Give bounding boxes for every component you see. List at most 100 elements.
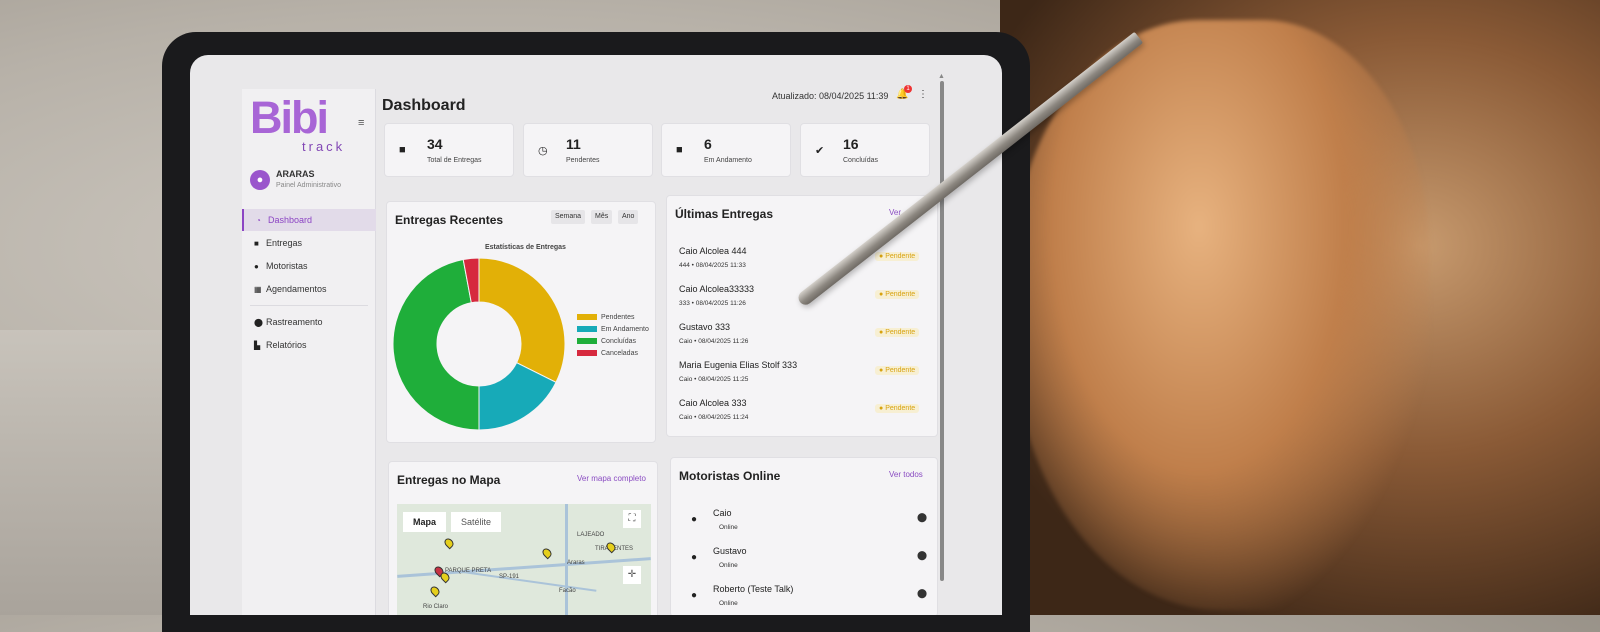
user-circle-icon: ●: [691, 590, 698, 601]
location-pin-icon[interactable]: ⬤: [917, 550, 928, 560]
period-week-button[interactable]: Semana: [551, 210, 586, 224]
legend-label: Concluídas: [601, 338, 637, 345]
scrollbar[interactable]: [940, 81, 944, 581]
driver-name: Caio: [713, 508, 732, 518]
sidebar-item-label: Entregas: [266, 238, 303, 248]
view-full-map-link[interactable]: Ver mapa completo: [577, 474, 646, 483]
scroll-up-icon[interactable]: ▲: [938, 73, 945, 80]
card-title: Entregas no Mapa: [397, 473, 501, 487]
map-label: Rio Claro: [423, 604, 449, 610]
donut-chart: [393, 257, 566, 431]
location-pin-icon[interactable]: ⬤: [917, 512, 928, 522]
driver-status: Online: [719, 600, 738, 607]
legend-label: Pendentes: [601, 314, 635, 321]
page-title: Dashboard: [382, 97, 466, 114]
location-pin-icon[interactable]: ⬤: [917, 588, 928, 598]
logo-subtitle: track: [302, 139, 346, 154]
map-label: SP-191: [499, 574, 520, 580]
hand: [1010, 20, 1430, 610]
status-badge: ● Pendente: [875, 328, 920, 337]
updated-timestamp: Atualizado: 08/04/2025 11:39: [772, 91, 889, 101]
delivery-name: Caio Alcolea33333: [679, 284, 755, 294]
screen: Bibi track ≡ ● ARARAS Painel Administrat…: [190, 55, 1002, 615]
card-title: Entregas Recentes: [395, 213, 504, 227]
period-month-button[interactable]: Mês: [591, 210, 613, 224]
profile-name: ARARAS: [276, 169, 315, 179]
status-text: Pendente: [885, 367, 916, 374]
driver-name: Gustavo: [713, 546, 747, 556]
stat-value: 34: [427, 136, 443, 152]
clock-icon: ◷: [538, 145, 548, 157]
map-label: LAJEADO: [577, 532, 605, 538]
stat-value: 6: [704, 136, 712, 152]
profile-block: ● ARARAS Painel Administrativo: [250, 167, 372, 201]
map-pin[interactable]: [540, 546, 554, 560]
card-title: Últimas Entregas: [675, 207, 774, 221]
app-logo[interactable]: Bibi track: [250, 92, 360, 155]
fullscreen-icon[interactable]: ⛶: [623, 510, 641, 528]
delivery-meta: Caio • 08/04/2025 11:25: [679, 376, 749, 383]
notification-badge: 1: [904, 85, 912, 93]
sidebar-item-dashboard[interactable]: ◔ Dashboard: [242, 209, 376, 231]
view-all-link[interactable]: Ver: [889, 208, 902, 217]
menu-icon[interactable]: ≡: [358, 117, 365, 129]
map-road: [565, 504, 568, 615]
legend-swatch: [577, 350, 597, 357]
more-icon[interactable]: ⋮: [918, 89, 928, 100]
chart-icon: ▙: [254, 341, 261, 350]
delivery-row[interactable]: Caio Alcolea33333 333 • 08/04/2025 11:26…: [679, 282, 929, 318]
map-pin[interactable]: [442, 536, 456, 550]
sidebar: Bibi track ≡ ● ARARAS Painel Administrat…: [242, 89, 376, 615]
donut-slice-canceladas[interactable]: [462, 257, 480, 304]
stat-card-total: ■ 34 Total de Entregas: [384, 123, 514, 177]
map-tab-satellite[interactable]: Satélite: [451, 512, 502, 532]
delivery-row[interactable]: Caio Alcolea 444 444 • 08/04/2025 11:33 …: [679, 244, 929, 280]
card-title: Motoristas Online: [679, 469, 781, 483]
map-pin[interactable]: [428, 584, 442, 598]
stat-value: 16: [843, 136, 859, 152]
delivery-name: Maria Eugenia Elias Stolf 333: [679, 360, 798, 370]
stat-label: Total de Entregas: [427, 157, 482, 164]
legend-item: Canceladas: [577, 348, 649, 360]
delivery-row[interactable]: Maria Eugenia Elias Stolf 333 Caio • 08/…: [679, 358, 929, 394]
sidebar-item-label: Relatórios: [266, 340, 307, 350]
donut-slice-pendentes[interactable]: [478, 257, 566, 384]
sidebar-item-rastreamento[interactable]: ⬤ Rastreamento: [242, 311, 376, 333]
map-label: Facão: [559, 588, 576, 594]
status-badge: ● Pendente: [875, 404, 920, 413]
sidebar-item-motoristas[interactable]: ● Motoristas: [242, 255, 376, 277]
driver-row[interactable]: ● Caio Online ⬤: [691, 508, 937, 544]
driver-row[interactable]: ● Roberto (Teste Talk) Online ⬤: [691, 584, 937, 615]
bell-icon[interactable]: 🔔: [896, 89, 909, 100]
driver-row[interactable]: ● Gustavo Online ⬤: [691, 546, 937, 582]
delivery-meta: 444 • 08/04/2025 11:33: [679, 262, 746, 269]
logo-wordmark: Bibi: [250, 92, 329, 143]
stat-label: Pendentes: [566, 157, 600, 164]
locate-icon[interactable]: ✛: [623, 566, 641, 584]
delivery-row[interactable]: Caio Alcolea 333 Caio • 08/04/2025 11:24…: [679, 396, 929, 432]
status-text: Pendente: [885, 329, 916, 336]
legend-label: Canceladas: [601, 350, 638, 357]
calendar-icon: ▦: [254, 285, 262, 294]
sidebar-item-label: Rastreamento: [266, 317, 323, 327]
sidebar-item-label: Motoristas: [266, 261, 308, 271]
map-label: PARQUE PRETA: [445, 568, 492, 574]
status-text: Pendente: [885, 405, 916, 412]
sidebar-item-entregas[interactable]: ■ Entregas: [242, 232, 376, 254]
delivery-name: Gustavo 333: [679, 322, 731, 332]
legend-item: Concluídas: [577, 336, 649, 348]
period-year-button[interactable]: Ano: [618, 210, 639, 224]
legend-swatch: [577, 338, 597, 345]
sidebar-item-agendamentos[interactable]: ▦ Agendamentos: [242, 278, 376, 300]
view-all-drivers-link[interactable]: Ver todos: [889, 470, 923, 479]
delivery-row[interactable]: Gustavo 333 Caio • 08/04/2025 11:26 ● Pe…: [679, 320, 929, 356]
nav-divider: [250, 305, 368, 306]
sidebar-item-relatorios[interactable]: ▙ Relatórios: [242, 334, 376, 356]
map-view[interactable]: Mapa Satélite ⛶ ✛ LAJEADO TIRADENTES Ara…: [397, 504, 651, 615]
status-text: Pendente: [885, 291, 916, 298]
status-text: Pendente: [885, 253, 916, 260]
status-badge: ● Pendente: [875, 290, 920, 299]
donut-slice-concluídas[interactable]: [393, 258, 480, 431]
map-tab-map[interactable]: Mapa: [403, 512, 447, 532]
user-icon: ●: [254, 262, 259, 271]
